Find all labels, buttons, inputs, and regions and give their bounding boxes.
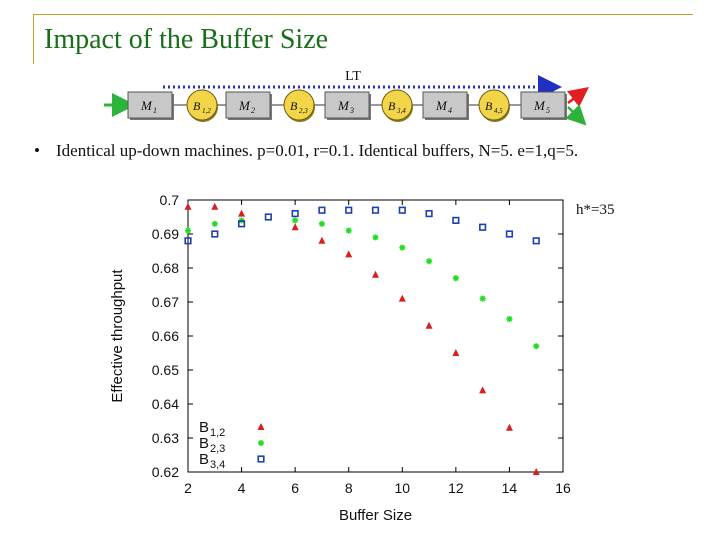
data-point-star (426, 258, 433, 265)
x-axis-label: Buffer Size (339, 507, 412, 524)
y-tick-label: 0.66 (152, 328, 179, 344)
legend-marker-star (258, 440, 264, 446)
data-point-star (479, 295, 486, 302)
bullet-item: • Identical up-down machines. p=0.01, r=0… (34, 141, 578, 161)
star-stroke (185, 227, 191, 234)
y-tick-label: 0.68 (152, 260, 179, 276)
y-tick-label: 0.69 (152, 226, 179, 242)
legend: B 1,2B 2,3B 3,4 (199, 419, 265, 471)
data-point-triangle (532, 468, 540, 475)
data-point-star (292, 217, 299, 224)
y-axis-label: Effective throughput (109, 269, 126, 403)
y-tick-label: 0.7 (160, 192, 180, 208)
title-horizontal-rule (33, 14, 693, 15)
series-square (184, 206, 540, 245)
plot-frame (187, 199, 564, 473)
x-tick-label: 12 (448, 480, 464, 496)
data-point-triangle (345, 250, 353, 258)
data-point-star (211, 220, 218, 227)
legend-entry-label: B (199, 435, 209, 452)
data-point-triangle (291, 223, 299, 231)
star-stroke (292, 217, 298, 224)
x-tick-label: 2 (184, 480, 192, 496)
data-point-triangle (238, 209, 246, 217)
x-tick-label: 6 (291, 480, 299, 496)
data-point-square (237, 220, 246, 228)
legend-entry-subscript: 1,2 (210, 427, 225, 439)
x-tick-label: 4 (238, 480, 246, 496)
star-stroke (426, 258, 432, 264)
data-point-star (399, 244, 406, 251)
data-point-star (185, 227, 191, 234)
bullet-text: Identical up-down machines. p=0.01, r=0.… (56, 141, 579, 160)
data-point-square (532, 237, 540, 245)
legend-marker-triangle (257, 423, 265, 430)
legend-marker-square (257, 455, 265, 463)
slide-title: Impact of the Buffer Size (44, 24, 329, 55)
x-tick-label: 8 (345, 480, 353, 496)
series-star (185, 217, 540, 350)
data-point-square (479, 223, 487, 231)
y-tick-label: 0.67 (152, 294, 179, 310)
star-stroke (212, 221, 218, 227)
data-point-square (371, 206, 380, 214)
data-point-triangle (425, 321, 433, 329)
title-bar: Impact of the Buffer Size (0, 0, 720, 66)
data-point-square (184, 237, 192, 245)
data-point-star (533, 343, 540, 350)
data-point-square (345, 206, 353, 214)
y-tick-label: 0.64 (152, 396, 179, 412)
y-tick-label: 0.62 (152, 464, 179, 480)
data-point-triangle (318, 236, 326, 244)
star-stroke (372, 234, 379, 241)
star-stroke (479, 295, 486, 302)
y-tick-label: 0.63 (152, 430, 179, 446)
legend-entry-subscript: 2,3 (210, 443, 225, 455)
bullet-marker: • (34, 141, 40, 160)
data-point-triangle (479, 386, 487, 394)
series-triangle (184, 202, 540, 475)
data-point-square (211, 230, 219, 238)
data-point-triangle (184, 202, 192, 210)
data-point-triangle (211, 202, 219, 210)
star-stroke (319, 221, 325, 227)
star-stroke (258, 440, 264, 446)
data-point-triangle (452, 349, 460, 356)
data-point-star (318, 220, 325, 227)
star-stroke (399, 244, 405, 251)
data-point-square (425, 210, 433, 218)
star-stroke (453, 275, 459, 281)
data-point-star (372, 234, 379, 241)
legend-entry-label: B (199, 419, 209, 436)
y-tick-label: 0.65 (152, 362, 179, 378)
data-point-square (398, 206, 406, 214)
data-point-triangle (398, 294, 406, 302)
data-point-square (291, 210, 299, 218)
data-point-star (345, 227, 352, 234)
legend-entry-label: B (199, 451, 209, 468)
x-tick-label: 16 (555, 480, 571, 496)
star-stroke (533, 343, 539, 349)
x-tick-label: 14 (502, 480, 518, 496)
star-stroke (346, 227, 352, 234)
title-vertical-rule (33, 14, 34, 64)
data-point-square (505, 230, 514, 238)
data-point-triangle (505, 423, 513, 431)
legend-entry-subscript: 3,4 (210, 459, 225, 471)
chart-annotation: h*=35 (576, 202, 615, 218)
data-point-star (452, 275, 459, 282)
data-point-triangle (372, 270, 379, 278)
data-point-square (318, 206, 326, 214)
data-point-square (452, 216, 460, 225)
x-tick-label: 10 (394, 480, 410, 496)
data-point-square (264, 213, 272, 221)
data-point-star (506, 316, 513, 322)
star-stroke (506, 316, 513, 322)
